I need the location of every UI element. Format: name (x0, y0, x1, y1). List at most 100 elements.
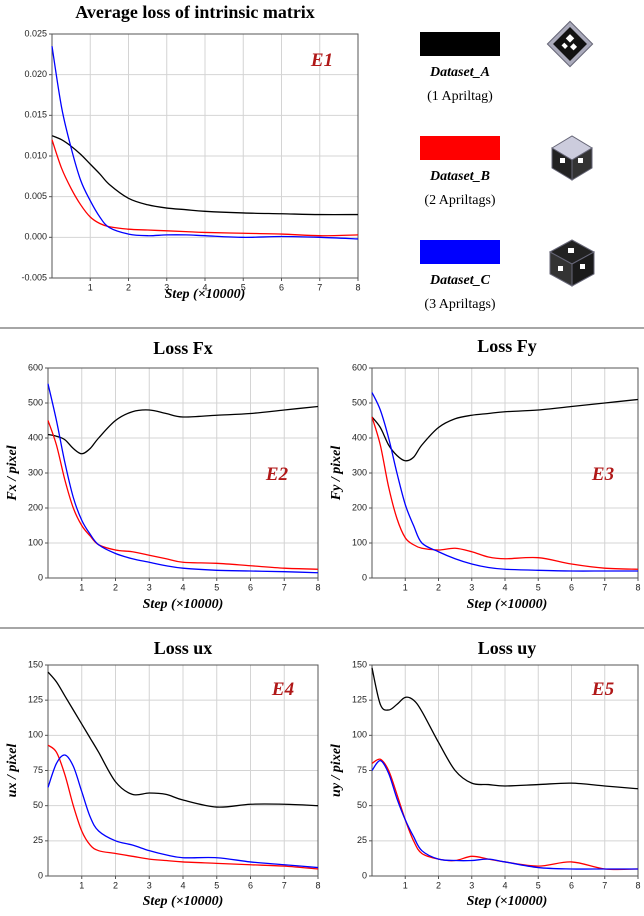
chart-title: Loss ux (154, 638, 213, 658)
x-axis-label: Step (×10000) (165, 287, 246, 302)
x-axis-label: Step (×10000) (467, 894, 548, 909)
x-tick-label: 4 (202, 282, 207, 292)
x-tick-label: 3 (469, 880, 474, 890)
y-tick-label: 600 (28, 362, 43, 372)
x-tick-label: 3 (147, 582, 152, 592)
legend-swatch (420, 136, 500, 160)
chart-title: Loss uy (478, 638, 537, 658)
y-tick-label: 0 (362, 870, 367, 880)
x-tick-label: 7 (282, 582, 287, 592)
plot-frame (47, 664, 319, 877)
y-tick-label: 100 (28, 730, 43, 740)
x-tick-label: 7 (602, 582, 607, 592)
line-series (51, 135, 359, 216)
x-tick-label: 7 (602, 880, 607, 890)
line-series (47, 744, 319, 870)
y-tick-label: 100 (352, 730, 367, 740)
plot-frame (51, 33, 359, 279)
x-tick-label: 2 (113, 880, 118, 890)
y-tick-label: 25 (357, 835, 367, 845)
x-tick-label: 6 (248, 880, 253, 890)
y-tick-label: 50 (33, 800, 43, 810)
y-tick-label: 125 (28, 695, 43, 705)
y-axis-label: uy / pixel (329, 744, 344, 797)
y-axis-label: ux / pixel (5, 744, 20, 798)
x-tick-label: 1 (88, 282, 93, 292)
x-axis-label: Step (×10000) (143, 894, 224, 909)
legend-name: Dataset_C (429, 273, 491, 288)
y-tick-label: 0.010 (24, 150, 47, 160)
y-tick-label: 150 (352, 659, 367, 669)
chart: Average loss of intrinsic matrix -0.005 0.… (21, 2, 360, 302)
annotation: E1 (310, 50, 333, 71)
chart: Loss ux 0 25 50 75 100 125 150 1 2 3 4 5 6 7 8 Step (×10… (5, 638, 321, 909)
x-tick-label: 1 (403, 582, 408, 592)
plot-frame (371, 367, 639, 579)
apriltag-icon (551, 135, 593, 181)
x-tick-label: 5 (241, 282, 246, 292)
line-series (371, 392, 638, 572)
y-tick-label: 50 (357, 800, 367, 810)
line-series (371, 667, 639, 790)
chart-title: Loss Fy (477, 336, 537, 356)
line-series (51, 46, 359, 240)
x-tick-label: 3 (164, 282, 169, 292)
y-tick-label: 200 (352, 502, 367, 512)
legend-description: (3 Apriltags) (424, 297, 495, 312)
apriltag-icon (546, 20, 594, 68)
x-tick-label: 8 (635, 582, 640, 592)
x-tick-label: 2 (436, 880, 441, 890)
y-tick-label: 600 (352, 362, 367, 372)
y-tick-label: 500 (352, 397, 367, 407)
chart-title: Average loss of intrinsic matrix (75, 2, 315, 22)
legend-name: Dataset_A (429, 65, 490, 80)
legend-swatch (420, 240, 500, 264)
x-tick-label: 4 (180, 880, 185, 890)
y-tick-label: 25 (33, 835, 43, 845)
y-tick-label: 100 (352, 537, 367, 547)
x-tick-label: 4 (502, 880, 507, 890)
x-tick-label: 1 (79, 880, 84, 890)
x-tick-label: 8 (315, 582, 320, 592)
chart-title: Loss Fx (153, 338, 213, 358)
line-series (47, 754, 319, 869)
x-tick-label: 3 (147, 880, 152, 890)
y-tick-label: 0.025 (24, 28, 47, 38)
y-tick-label: 0.020 (24, 69, 47, 79)
y-tick-label: 125 (352, 695, 367, 705)
y-tick-label: 75 (33, 765, 43, 775)
legend-description: (2 Apriltags) (424, 193, 495, 208)
line-series (47, 383, 319, 574)
y-tick-label: 75 (357, 765, 367, 775)
y-tick-label: 150 (28, 659, 43, 669)
x-tick-label: 7 (282, 880, 287, 890)
y-tick-label: 0.005 (24, 191, 47, 201)
annotation: E5 (591, 679, 615, 700)
x-axis-label: Step (×10000) (143, 597, 224, 612)
x-tick-label: 2 (126, 282, 131, 292)
line-series (47, 671, 319, 808)
y-axis-label: Fx / pixel (5, 445, 20, 501)
y-tick-label: 300 (28, 467, 43, 477)
chart: Loss Fy 0 100 200 300 400 500 600 1 2 3 4 5 6 7 8 Step (… (329, 336, 641, 612)
legend-description: (1 Apriltag) (427, 89, 493, 104)
y-tick-label: 300 (352, 467, 367, 477)
x-tick-label: 7 (317, 282, 322, 292)
y-tick-label: 100 (28, 537, 43, 547)
chart: Loss uy 0 25 50 75 100 125 150 1 2 3 4 5 6 7 8 Step (×10… (329, 638, 641, 909)
y-tick-label: 0 (38, 870, 43, 880)
y-tick-label: 400 (28, 432, 43, 442)
x-tick-label: 5 (214, 582, 219, 592)
x-tick-label: 6 (279, 282, 284, 292)
x-tick-label: 8 (315, 880, 320, 890)
y-tick-label: 500 (28, 397, 43, 407)
y-tick-label: 200 (28, 502, 43, 512)
line-series (371, 416, 639, 570)
legend-swatch (420, 32, 500, 56)
x-tick-label: 2 (113, 582, 118, 592)
x-tick-label: 8 (635, 880, 640, 890)
legend-name: Dataset_B (429, 169, 490, 184)
y-tick-label: 0.015 (24, 110, 47, 120)
line-series (47, 405, 319, 455)
